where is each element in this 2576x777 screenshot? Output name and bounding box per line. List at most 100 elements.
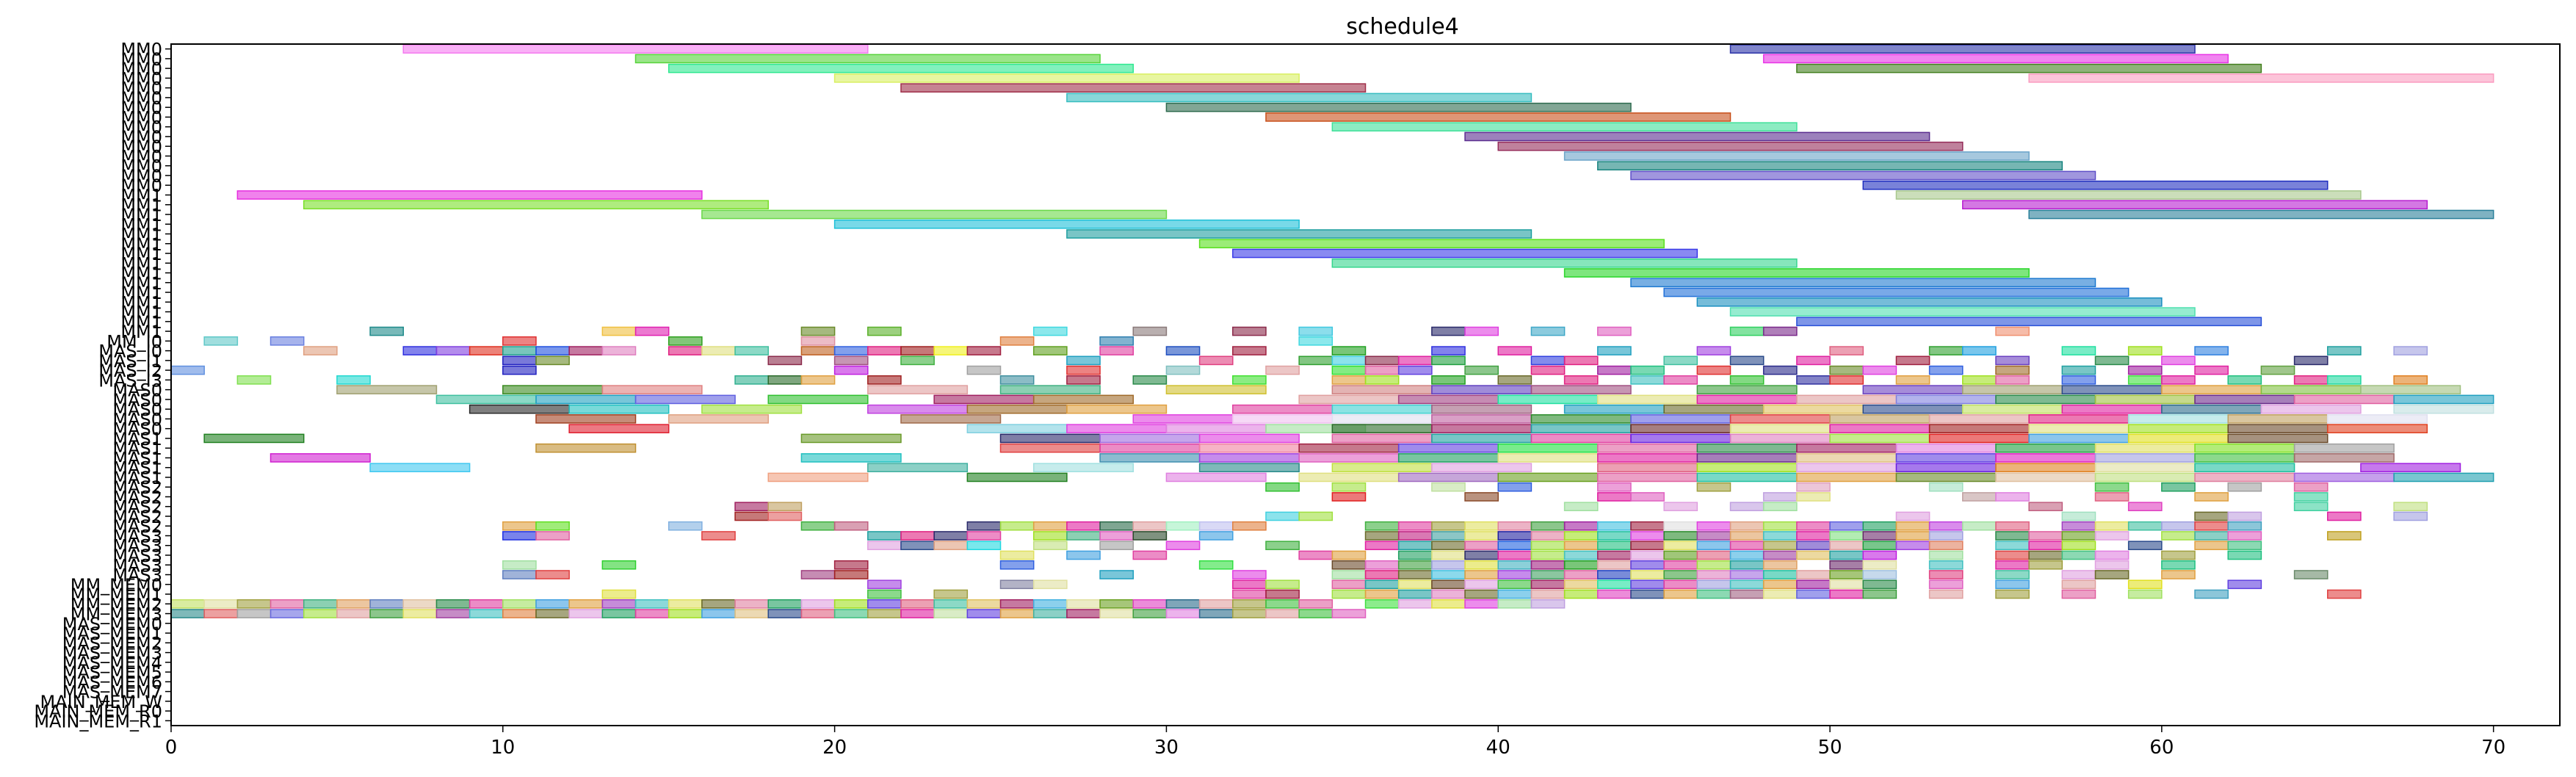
task-bar	[170, 365, 205, 375]
task-bar	[900, 83, 1367, 93]
task-bar	[1829, 414, 1931, 424]
task-bar	[502, 346, 537, 355]
task-bar	[1928, 424, 2030, 433]
task-bar	[1464, 560, 1499, 570]
y-tick-label: MM1	[120, 234, 162, 255]
y-tick-label: MM0	[120, 88, 162, 109]
task-bar	[933, 609, 969, 618]
task-bar	[1796, 541, 1831, 551]
task-bar	[1995, 326, 2030, 336]
task-bar	[2227, 541, 2262, 551]
task-bar	[502, 531, 537, 541]
task-bar	[1696, 482, 1732, 492]
task-bar	[435, 346, 471, 355]
task-bar	[1762, 502, 1798, 512]
x-tick-label: 70	[2481, 737, 2506, 759]
y-tick-label: MM0	[120, 127, 162, 148]
task-bar	[1895, 521, 1931, 531]
task-bar	[1331, 560, 1367, 570]
task-bar	[734, 346, 770, 355]
task-bar	[1099, 599, 1134, 609]
task-bar	[2260, 385, 2362, 394]
task-bar	[2293, 482, 2329, 492]
task-bar	[1032, 531, 1068, 541]
task-bar	[1762, 579, 1798, 590]
task-bar	[1995, 463, 2096, 473]
task-bar	[1796, 375, 1831, 385]
task-bar	[2227, 414, 2329, 424]
task-bar	[1066, 355, 1101, 366]
task-bar	[1331, 122, 1798, 132]
task-bar	[535, 521, 570, 531]
task-bar	[1597, 453, 1698, 463]
task-bar	[1597, 541, 1632, 551]
task-bar	[2028, 502, 2063, 512]
y-tick-label: MM1	[120, 195, 162, 216]
task-bar	[535, 570, 570, 579]
task-bar	[369, 609, 405, 618]
task-bar	[767, 472, 869, 483]
task-bar	[1862, 589, 1897, 599]
y-ticks-layer: MM0MM0MM0MM0MM0MM0MM0MM0MM0MM0MM0MM0MM0M…	[34, 40, 171, 731]
task-bar	[568, 609, 604, 618]
task-bar	[1032, 326, 1068, 336]
task-bar	[933, 394, 1035, 405]
task-bar	[2326, 346, 2362, 355]
task-bar	[1331, 463, 1433, 473]
task-bar	[701, 599, 736, 609]
task-bar	[2061, 579, 2096, 590]
task-bar	[1464, 550, 1499, 560]
task-bar	[1630, 550, 1665, 560]
task-bar	[1563, 541, 1599, 551]
task-bar	[1165, 521, 1201, 531]
task-bar	[1364, 560, 1400, 570]
task-bar	[1066, 365, 1101, 375]
task-bar	[1530, 355, 1566, 366]
task-bar	[1630, 433, 1732, 444]
task-bar	[1597, 531, 1632, 541]
task-bar	[1563, 579, 1599, 590]
task-bar	[2094, 453, 2196, 463]
task-bar	[1530, 550, 1566, 560]
task-bar	[1198, 355, 1234, 366]
y-tick-label: MAS3	[112, 565, 162, 586]
task-bar	[767, 599, 803, 609]
task-bar	[1165, 385, 1267, 394]
task-bar	[1995, 453, 2096, 463]
task-bar	[2161, 531, 2196, 541]
task-bar	[568, 346, 604, 355]
task-bar	[1497, 579, 1533, 590]
task-bar	[1298, 599, 1334, 609]
y-tick-label: MM_MEM1	[70, 585, 162, 605]
task-bar	[2260, 365, 2295, 375]
task-bar	[1397, 579, 1433, 590]
task-bar	[1198, 609, 1234, 618]
task-bar	[2161, 482, 2196, 492]
task-bar	[1331, 365, 1367, 375]
task-bar	[303, 599, 338, 609]
task-bar	[867, 404, 969, 414]
task-bar	[1762, 570, 1798, 579]
task-bar	[1298, 511, 1334, 521]
task-bar	[833, 219, 1300, 229]
task-bar	[1729, 560, 1765, 570]
task-bar	[1928, 570, 1964, 579]
chart-title: schedule4	[1346, 14, 1459, 40]
task-bar	[2227, 424, 2329, 433]
task-bar	[1663, 560, 1698, 570]
task-bar	[203, 609, 239, 618]
task-bar	[402, 44, 869, 54]
task-bar	[1232, 570, 1267, 579]
task-bar	[2194, 472, 2295, 483]
task-bar	[1464, 521, 1499, 531]
task-bar	[867, 609, 902, 618]
task-bar	[1630, 531, 1665, 541]
task-bar	[701, 531, 736, 541]
task-bar	[1829, 560, 1864, 570]
y-tick-label: MAS0	[112, 380, 162, 401]
task-bar	[1431, 433, 1533, 444]
task-bar	[1796, 443, 1897, 453]
task-bar	[667, 63, 1134, 73]
x-tick-label: 20	[822, 737, 847, 759]
task-bar	[1762, 54, 2229, 64]
